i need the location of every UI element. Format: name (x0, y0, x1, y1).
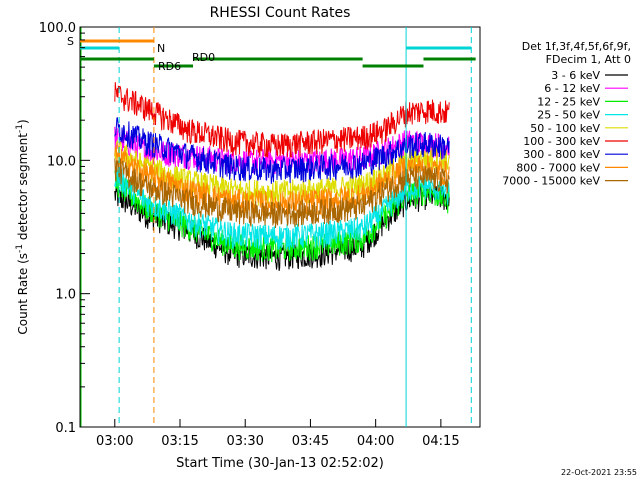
x-tick-label: 03:30 (226, 434, 263, 449)
n-flag-label: N (157, 42, 165, 55)
legend: Det 1f,3f,4f,5f,6f,9f, FDecim 1, Att 0 3… (502, 40, 631, 188)
series-8-line (114, 158, 450, 229)
rd6-flag-label: RD6 (158, 60, 181, 73)
legend-label-7: 800 - 7000 keV (516, 161, 600, 174)
series-4-line (114, 139, 450, 207)
legend-label-3: 25 - 50 keV (537, 109, 600, 122)
series-6-line (114, 116, 450, 184)
y-axis-label: Count Rate (s-1 detector segment-1) (15, 119, 30, 334)
legend-header-line1: Det 1f,3f,4f,5f,6f,9f, (522, 40, 631, 53)
rd0-flag-label: RD0 (192, 51, 215, 64)
x-tick-label: 03:45 (292, 434, 329, 449)
legend-label-4: 50 - 100 keV (530, 122, 600, 135)
legend-label-5: 100 - 300 keV (523, 135, 600, 148)
y-tick-label: 10.0 (47, 154, 76, 169)
timestamp: 22-Oct-2021 23:55 (561, 468, 637, 477)
x-tick-label: 03:00 (96, 434, 133, 449)
x-tick-label: 03:15 (161, 434, 198, 449)
x-tick-label: 04:15 (422, 434, 459, 449)
legend-label-2: 12 - 25 keV (537, 95, 600, 108)
flag-layer: S N RD0 RD6 (67, 27, 476, 427)
legend-label-0: 3 - 6 keV (551, 69, 600, 82)
series-5-line (114, 82, 450, 158)
legend-header-line2: FDecim 1, Att 0 (546, 53, 631, 66)
legend-label-1: 6 - 12 keV (544, 82, 600, 95)
axis-layer: 03:00 03:15 03:30 03:45 04:00 04:15 0.1 1.0 10.0… (39, 21, 460, 449)
plot-frame (79, 26, 481, 428)
series-3-line (114, 166, 450, 251)
x-tick-label: 04:00 (357, 434, 394, 449)
chart-title: RHESSI Count Rates (210, 5, 351, 21)
y-tick-label: 100.0 (39, 21, 76, 36)
series-layer (114, 82, 450, 271)
y-tick-label: 0.1 (55, 421, 76, 436)
s-flag-label: S (67, 35, 74, 48)
legend-label-6: 300 - 800 keV (523, 148, 600, 161)
legend-label-8: 7000 - 15000 keV (502, 175, 600, 188)
x-axis-label: Start Time (30-Jan-13 02:52:02) (176, 456, 384, 471)
y-tick-label: 1.0 (55, 288, 76, 303)
